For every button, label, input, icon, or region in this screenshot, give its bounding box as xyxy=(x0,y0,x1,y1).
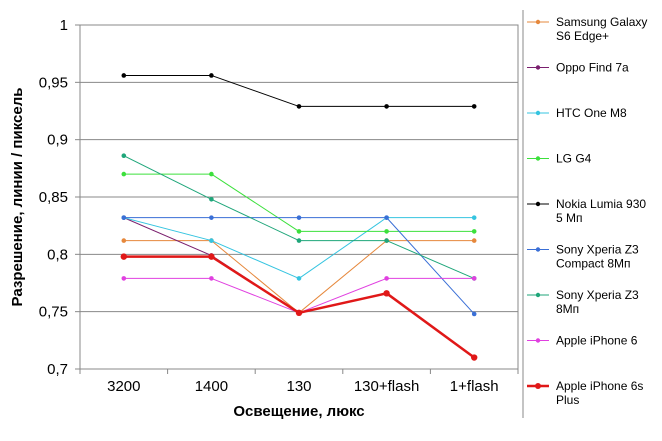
legend-label: 5 Мп xyxy=(556,211,583,225)
series xyxy=(120,253,478,361)
data-point xyxy=(120,253,128,260)
series-line xyxy=(123,255,475,359)
x-tick-label: 1400 xyxy=(195,378,228,395)
data-point xyxy=(209,276,214,281)
data-point xyxy=(121,153,127,159)
data-point xyxy=(121,215,127,220)
legend-label: HTC One M8 xyxy=(556,106,627,120)
legend-swatch-marker xyxy=(535,247,541,252)
legend-swatch-marker xyxy=(535,156,541,161)
legend-swatch-marker xyxy=(535,65,541,70)
data-point xyxy=(209,171,214,177)
data-point xyxy=(384,215,389,220)
legend-swatch-marker xyxy=(535,338,541,343)
legend-label: Apple iPhone 6 xyxy=(556,334,638,348)
y-axis-ticks: 0,7 0,75 0,8 0,85 0,9 0,95 1 xyxy=(39,17,80,378)
y-tick-label: 0,8 xyxy=(47,246,68,263)
series xyxy=(121,276,477,316)
legend-swatch-marker xyxy=(535,110,541,116)
legend-label: Plus xyxy=(556,393,579,407)
legend-swatch-marker xyxy=(535,383,541,389)
legend-swatch-marker xyxy=(535,292,541,298)
x-axis-ticks: 3200 1400 130 130+flash 1+flash xyxy=(79,369,519,395)
legend-label: Sony Xperia Z3 xyxy=(556,243,639,257)
legend-swatch-marker xyxy=(535,19,541,25)
data-point xyxy=(295,309,303,317)
data-point xyxy=(121,171,127,177)
y-tick-label: 0,95 xyxy=(39,74,68,91)
legend-label: Oppo Find 7a xyxy=(556,61,629,75)
legend-label: Compact 8Мп xyxy=(556,257,631,271)
data-point xyxy=(384,238,389,243)
legend-item: Apple iPhone 6 xyxy=(527,334,638,348)
legend-swatch-marker xyxy=(535,201,541,207)
data-point xyxy=(471,215,477,220)
gridlines xyxy=(80,81,518,313)
legend-item: HTC One M8 xyxy=(527,106,627,120)
data-point xyxy=(471,238,477,243)
legend-label: Samsung Galaxy xyxy=(556,15,647,29)
series-lines xyxy=(120,73,478,361)
data-point xyxy=(471,104,477,109)
legend-label: LG G4 xyxy=(556,152,592,166)
y-tick-label: 0,9 xyxy=(47,132,68,149)
data-point xyxy=(384,276,389,281)
data-point xyxy=(471,229,477,234)
data-point xyxy=(296,276,302,281)
legend-label: Sony Xperia Z3 xyxy=(556,288,639,302)
x-axis-title: Освещение, люкс xyxy=(233,403,364,420)
series-line xyxy=(123,277,475,314)
x-tick-label: 1+flash xyxy=(450,378,499,395)
data-point xyxy=(383,290,390,297)
legend-label: 8Мп xyxy=(556,302,579,316)
y-tick-label: 1 xyxy=(60,17,68,34)
data-point xyxy=(296,215,302,220)
series xyxy=(121,215,477,281)
series-line xyxy=(123,173,475,232)
x-tick-label: 3200 xyxy=(107,378,140,395)
data-point xyxy=(471,354,478,361)
data-point xyxy=(208,253,215,260)
series xyxy=(121,171,477,234)
y-tick-label: 0,75 xyxy=(39,304,68,321)
data-point xyxy=(471,276,477,281)
series-line xyxy=(123,217,475,279)
x-tick-label: 130 xyxy=(286,378,311,395)
data-point xyxy=(296,104,302,109)
data-point xyxy=(209,215,214,220)
legend-label: Nokia Lumia 930 xyxy=(556,197,646,211)
data-point xyxy=(209,73,214,78)
data-point xyxy=(296,238,302,243)
legend-item: LG G4 xyxy=(527,152,592,166)
data-point xyxy=(209,238,214,243)
y-tick-label: 0,85 xyxy=(39,189,68,206)
data-point xyxy=(471,311,477,317)
legend-label: S6 Edge+ xyxy=(556,29,609,43)
data-point xyxy=(121,276,127,281)
data-point xyxy=(209,196,214,202)
y-tick-label: 0,7 xyxy=(47,361,68,378)
series-line xyxy=(123,74,475,107)
series xyxy=(121,215,477,360)
series xyxy=(121,215,477,317)
data-point xyxy=(384,104,389,109)
legend-item: Oppo Find 7a xyxy=(527,61,629,75)
y-axis-title: Разрешение, линии / пиксель xyxy=(9,88,26,307)
x-tick-label: 130+flash xyxy=(354,378,419,395)
data-point xyxy=(121,73,127,78)
legend-label: Apple iPhone 6s xyxy=(556,379,643,393)
data-point xyxy=(121,238,127,243)
data-point xyxy=(384,229,389,234)
series xyxy=(121,73,477,109)
data-point xyxy=(296,229,302,234)
